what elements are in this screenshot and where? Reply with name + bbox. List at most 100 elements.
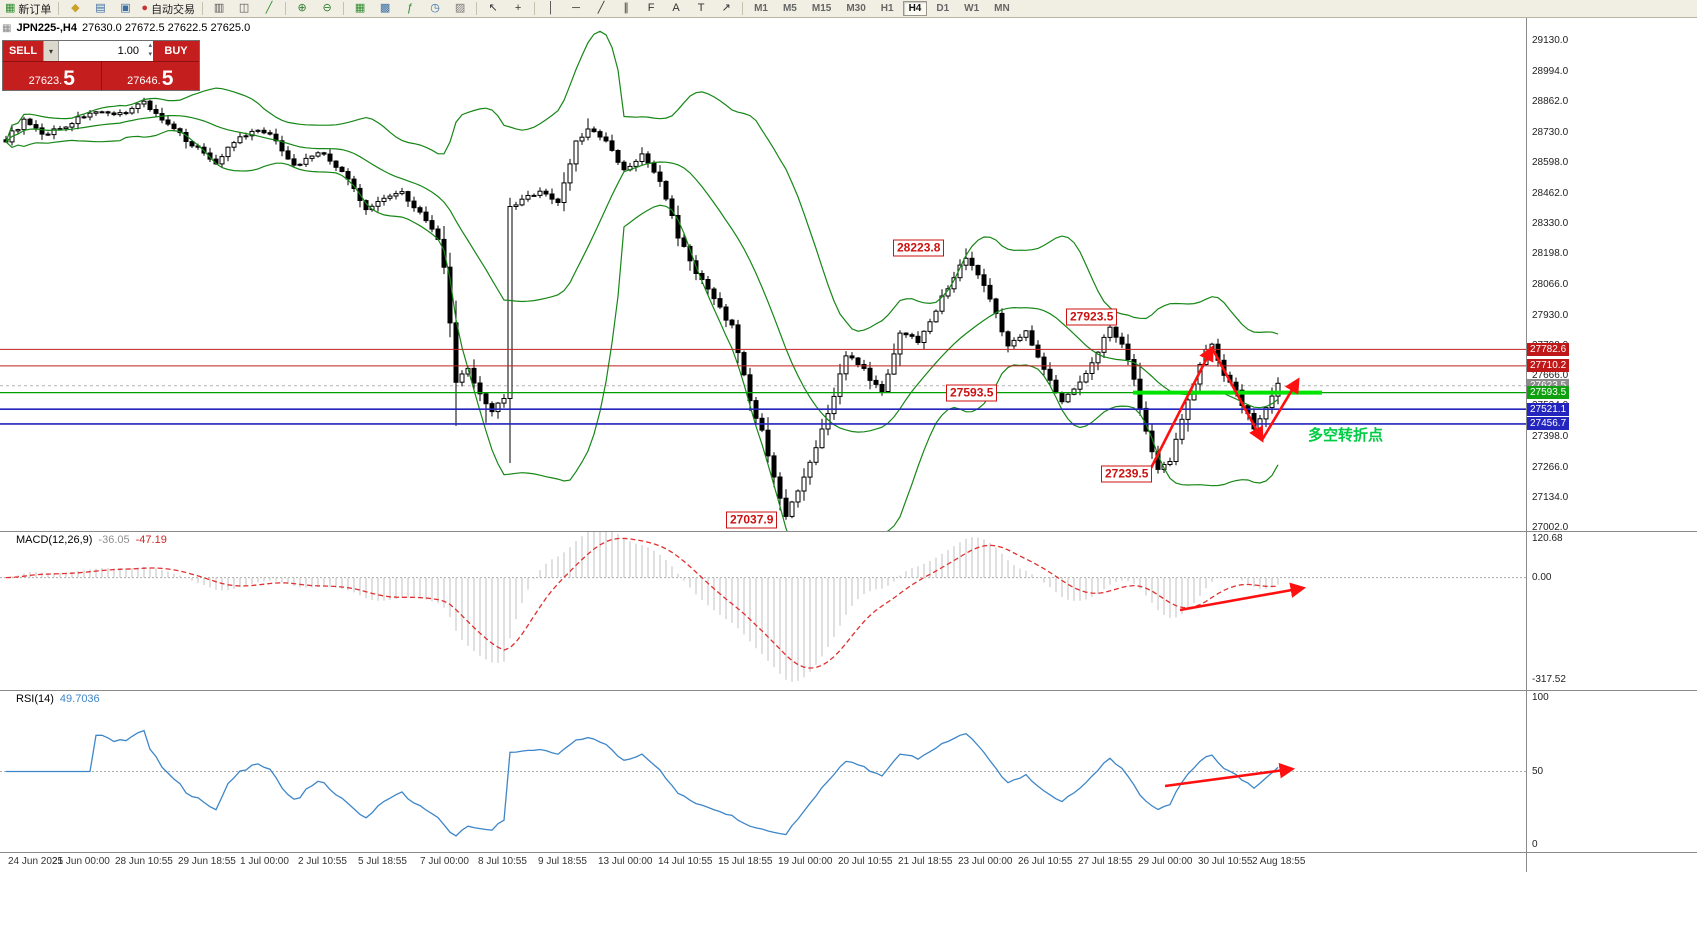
arrows-icon: ↗	[721, 2, 731, 14]
rsi-chart[interactable]	[0, 691, 1526, 852]
order-type-dropdown[interactable]: ▾	[43, 41, 59, 61]
new-order-icon: ▦	[5, 2, 16, 14]
buy-price-big: 5	[161, 67, 174, 90]
panel-separator[interactable]	[0, 531, 1697, 532]
time-axis-label: 7 Jul 00:00	[420, 856, 469, 867]
volume-decrease-button[interactable]: ▾	[148, 51, 152, 58]
chart-line-button[interactable]: ╱	[257, 0, 281, 18]
price-axis-label: 27266.0	[1532, 461, 1569, 473]
navigator-button[interactable]: ▤	[88, 0, 112, 18]
channel-button[interactable]: ∥	[614, 0, 638, 18]
sell-price[interactable]: 27623. 5	[3, 62, 102, 90]
text-label-icon: T	[697, 2, 705, 14]
macd-label: MACD(12,26,9) -36.05 -47.19	[16, 534, 167, 546]
price-axis-label: 28066.0	[1532, 278, 1569, 290]
timeframe-m5-button[interactable]: M5	[782, 3, 797, 14]
price-callout[interactable]: 27923.5	[1066, 308, 1118, 326]
timeframe-h1-button[interactable]: H1	[880, 3, 894, 14]
main-chart-panel[interactable]: ▦ JPN225-,H4 27630.0 27672.5 27622.5 276…	[0, 18, 1526, 531]
templates-button[interactable]: ▨	[448, 0, 472, 18]
rsi-axis-label: 100	[1532, 692, 1549, 703]
time-axis-label: 25 Jun 00:00	[52, 856, 110, 867]
sell-button[interactable]: SELL	[3, 41, 43, 61]
timeframe-mn-button[interactable]: MN	[994, 3, 1010, 14]
grid-button[interactable]: ▦	[348, 0, 372, 18]
toolbar-separator	[534, 2, 536, 15]
candlestick-chart[interactable]	[0, 18, 1526, 531]
macd-panel[interactable]: MACD(12,26,9) -36.05 -47.19	[0, 532, 1526, 690]
text-button[interactable]: A	[664, 0, 688, 18]
price-callout[interactable]: 27593.5	[946, 384, 998, 402]
tile-windows-button[interactable]: ▩	[373, 0, 397, 18]
time-axis-label: 24 Jun 2021	[8, 856, 64, 867]
trendline-icon: ╱	[597, 2, 605, 14]
zoom-out-button[interactable]: ⊖	[315, 0, 339, 18]
price-callout[interactable]: 27239.5	[1101, 465, 1153, 483]
market-watch-button[interactable]: ◆	[63, 0, 87, 18]
fibonacci-button[interactable]: F	[639, 0, 663, 18]
time-axis-label: 8 Jul 10:55	[478, 856, 527, 867]
time-axis-label: 29 Jul 00:00	[1138, 856, 1193, 867]
vertical-line-button[interactable]: │	[539, 0, 563, 18]
time-axis-label: 29 Jun 18:55	[178, 856, 236, 867]
price-tag: 27782.6	[1527, 342, 1570, 356]
new-order-button[interactable]: ▦ 新订单	[2, 0, 54, 18]
axis-separator	[1526, 18, 1527, 872]
macd-axis-label: 0.00	[1532, 571, 1552, 583]
indicators-button[interactable]: ƒ	[398, 0, 422, 18]
volume-input[interactable]: 1.00 ▴ ▾	[59, 41, 153, 61]
timeframe-d1-button[interactable]: D1	[936, 3, 950, 14]
crosshair-button[interactable]: +	[506, 0, 530, 18]
buy-price[interactable]: 27646. 5	[101, 62, 199, 90]
price-callout[interactable]: 27037.9	[726, 511, 778, 529]
buy-button[interactable]: BUY	[153, 41, 199, 61]
toolbar-separator	[285, 2, 287, 15]
price-callout[interactable]: 28223.8	[893, 239, 945, 257]
timeframe-w1-button[interactable]: W1	[964, 3, 980, 14]
panel-separator[interactable]	[0, 852, 1697, 853]
toolbar-separator	[202, 2, 204, 15]
timeframe-m1-button[interactable]: M1	[754, 3, 768, 14]
macd-signal-value: -47.19	[135, 534, 167, 546]
time-axis-label: 14 Jul 10:55	[658, 856, 713, 867]
time-axis-label: 2 Jul 10:55	[298, 856, 347, 867]
chart-annotation[interactable]: 多空转折点	[1308, 427, 1384, 444]
price-axis-label: 27666.0	[1532, 370, 1569, 381]
macd-name: MACD(12,26,9)	[16, 534, 93, 546]
trendline-button[interactable]: ╱	[589, 0, 613, 18]
price-axis[interactable]: 29130.0 28994.0 28862.0 28730.0 28598.0 28462…	[1526, 18, 1697, 872]
volume-increase-button[interactable]: ▴	[148, 42, 152, 49]
text-label-button[interactable]: T	[689, 0, 713, 18]
time-axis-label: 19 Jul 00:00	[778, 856, 833, 867]
rsi-panel[interactable]: RSI(14) 49.7036	[0, 691, 1526, 852]
terminal-button[interactable]: ▣	[113, 0, 137, 18]
time-axis-label: 21 Jul 18:55	[898, 856, 953, 867]
timeframe-h4-button[interactable]: H4	[902, 1, 928, 16]
time-axis[interactable]: 24 Jun 2021 25 Jun 00:00 28 Jun 10:55 29 Ju…	[0, 853, 1697, 872]
chart-candles-button[interactable]: ◫	[232, 0, 256, 18]
horizontal-line-icon: ─	[572, 2, 580, 14]
one-click-trading-panel: SELL ▾ 1.00 ▴ ▾ BUY 27623. 5 27646. 5	[2, 40, 200, 91]
zoom-out-icon: ⊖	[322, 2, 332, 14]
horizontal-line-button[interactable]: ─	[564, 0, 588, 18]
chart-bars-button[interactable]: ▥	[207, 0, 231, 18]
cursor-button[interactable]: ↖	[481, 0, 505, 18]
panel-separator[interactable]	[0, 690, 1697, 691]
volume-value: 1.00	[117, 45, 139, 57]
tile-windows-icon: ▩	[379, 2, 391, 14]
time-axis-label: 20 Jul 10:55	[838, 856, 893, 867]
macd-chart[interactable]	[0, 532, 1526, 690]
indicators-icon: ƒ	[407, 2, 414, 14]
arrows-button[interactable]: ↗	[714, 0, 738, 18]
price-axis-label: 28330.0	[1532, 218, 1569, 230]
templates-icon: ▨	[454, 2, 466, 14]
zoom-in-button[interactable]: ⊕	[290, 0, 314, 18]
chart-ohlc-values: 27630.0 27672.5 27622.5 27625.0	[82, 22, 251, 34]
period-button[interactable]: ◷	[423, 0, 447, 18]
timeframe-m15-button[interactable]: M15	[811, 3, 832, 14]
toolbar-separator	[343, 2, 345, 15]
timeframe-m30-button[interactable]: M30	[846, 3, 866, 14]
autotrading-button[interactable]: ● 自动交易	[138, 0, 198, 18]
cursor-icon: ↖	[488, 2, 498, 14]
price-axis-label: 27002.0	[1532, 522, 1569, 533]
